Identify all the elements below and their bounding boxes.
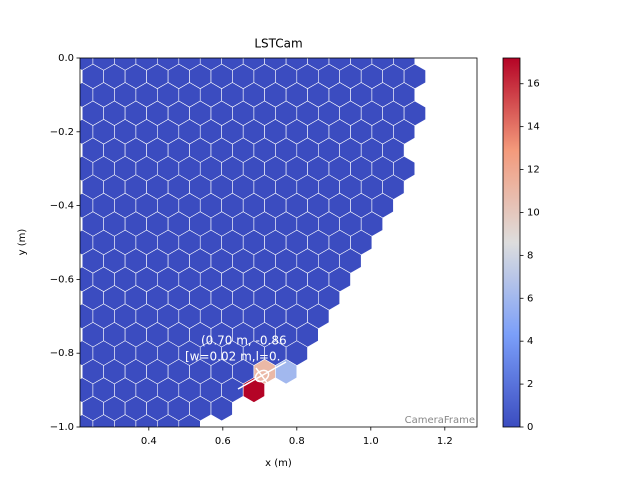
y-axis-label: y (m) <box>17 229 28 256</box>
annotation: [w=0.02 m,l=0. <box>185 350 280 364</box>
colorbar <box>503 58 520 427</box>
colorbar-tick-label: 14 <box>527 122 540 133</box>
x-tick-label: 0.6 <box>215 436 231 447</box>
colorbar-tick-label: 0 <box>527 422 533 433</box>
colorbar-tick-label: 4 <box>527 336 533 347</box>
colorbar-tick-label: 2 <box>527 379 533 390</box>
x-tick-label: 0.4 <box>141 436 157 447</box>
x-axis-label: x (m) <box>265 458 292 469</box>
pixel-layer <box>80 58 426 427</box>
axes-frame <box>79 57 478 428</box>
y-tick-label: −0.4 <box>50 201 74 212</box>
hillas-axis <box>255 367 269 385</box>
y-tick-label: −0.6 <box>50 274 74 285</box>
colorbar-tick-label: 8 <box>527 250 533 261</box>
y-tick-label: −1.0 <box>50 422 74 433</box>
colorbar-tick-label: 16 <box>527 79 540 90</box>
x-tick-label: 1.2 <box>437 436 453 447</box>
y-tick-label: 0.0 <box>58 53 74 64</box>
chart-title: LSTCam <box>254 37 302 51</box>
annotation: (0.70 m, -0.86 <box>201 334 287 348</box>
colorbar-tick-label: 10 <box>527 207 540 218</box>
camera-pixel <box>178 414 201 427</box>
overlay: (0.70 m, -0.86 [w=0.02 m,l=0. CameraFram… <box>185 334 475 427</box>
frame-label: CameraFrame <box>405 415 475 426</box>
y-tick-label: −0.8 <box>50 348 74 359</box>
colorbar-frame <box>502 57 521 428</box>
colorbar-tick-label: 12 <box>527 165 540 176</box>
y-tick-label: −0.2 <box>50 127 74 138</box>
x-tick-label: 0.8 <box>289 436 305 447</box>
camera-pixel <box>210 395 233 422</box>
x-tick-label: 1.0 <box>363 436 379 447</box>
colorbar-tick-label: 6 <box>527 293 533 304</box>
